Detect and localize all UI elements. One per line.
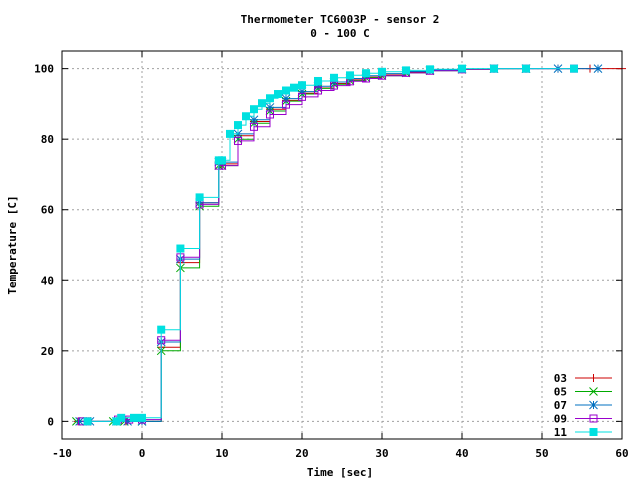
series-line (79, 68, 598, 422)
series-line (78, 68, 622, 422)
data-point (313, 81, 323, 91)
series-line (76, 68, 526, 422)
chart-subtitle: 0 - 100 C (310, 27, 370, 40)
data-point (258, 99, 266, 108)
data-point (75, 417, 84, 426)
plot-border (61, 50, 623, 440)
data-point (250, 105, 258, 114)
series-line (82, 68, 574, 422)
legend-entry-11: 11 (554, 426, 612, 439)
data-point (330, 81, 338, 90)
y-tick-label: 20 (41, 345, 54, 358)
series-layer (72, 64, 626, 426)
data-point (593, 64, 603, 73)
y-tick-label: 60 (41, 204, 54, 217)
data-point (138, 413, 146, 422)
x-axis-label: Time [sec] (307, 466, 373, 479)
data-point (249, 115, 259, 125)
data-point (274, 90, 282, 99)
data-point (402, 66, 410, 75)
series-line (87, 68, 574, 422)
data-point (314, 76, 322, 85)
y-axis-label: Temperature [C] (6, 195, 19, 294)
legend-entry-09: 09 (554, 413, 612, 426)
data-point (195, 193, 204, 202)
y-tick-label: 80 (41, 133, 54, 146)
x-tick-label: -10 (52, 447, 72, 460)
data-point (282, 86, 290, 95)
data-point (265, 103, 275, 112)
data-point (176, 244, 185, 253)
data-point (458, 64, 466, 73)
data-point (250, 122, 258, 131)
legend-label: 03 (554, 372, 567, 385)
data-point (130, 413, 138, 422)
data-point (490, 64, 498, 73)
data-point (314, 86, 322, 95)
data-point (297, 87, 307, 96)
y-tick-label: 100 (34, 63, 54, 76)
series-03 (74, 64, 626, 426)
data-point (362, 69, 370, 78)
data-point (218, 156, 226, 165)
data-point (266, 94, 274, 103)
series-09 (78, 64, 578, 426)
data-point (266, 110, 274, 119)
legend-entry-05: 05 (554, 386, 612, 399)
data-point (234, 136, 242, 145)
legend-label: 09 (554, 413, 567, 426)
series-11 (83, 64, 578, 426)
chart-title: Thermometer TC6003P - sensor 2 (241, 13, 440, 26)
data-point (589, 414, 598, 423)
legend-label: 11 (554, 426, 568, 439)
data-point (378, 67, 386, 76)
data-point (346, 71, 354, 80)
data-point (234, 121, 242, 130)
legend-entry-03: 03 (554, 372, 612, 385)
data-point (589, 387, 598, 396)
data-point (570, 64, 578, 73)
legend-label: 05 (554, 386, 567, 399)
data-point (117, 413, 126, 422)
data-point (426, 65, 434, 74)
data-point (226, 129, 234, 138)
x-tick-label: 50 (535, 447, 548, 460)
x-tick-label: 10 (215, 447, 228, 460)
legend-label: 07 (554, 399, 567, 412)
data-point (298, 92, 306, 101)
data-point (298, 81, 306, 90)
series-05 (72, 64, 531, 426)
y-tick-label: 40 (41, 274, 54, 287)
x-tick-label: 30 (375, 447, 388, 460)
data-point (589, 428, 598, 436)
axis-ticks: -10 0 10 20 30 40 50 60 0 20 40 60 80 100 (34, 51, 629, 460)
x-tick-label: 40 (455, 447, 468, 460)
data-point (522, 64, 530, 73)
data-point (589, 400, 598, 410)
data-point (282, 100, 290, 109)
data-point (281, 94, 291, 103)
data-point (242, 112, 250, 121)
y-tick-label: 0 (47, 415, 54, 428)
x-tick-label: 0 (139, 447, 146, 460)
x-tick-label: 20 (295, 447, 308, 460)
legend-entry-07: 07 (554, 399, 612, 412)
data-point (330, 73, 338, 82)
series-07 (75, 64, 603, 426)
data-point (589, 374, 598, 382)
data-point (157, 325, 166, 334)
data-point (83, 417, 92, 426)
x-tick-label: 60 (615, 447, 628, 460)
grid-lines (62, 51, 622, 439)
data-point (290, 83, 298, 92)
data-point (123, 417, 132, 426)
